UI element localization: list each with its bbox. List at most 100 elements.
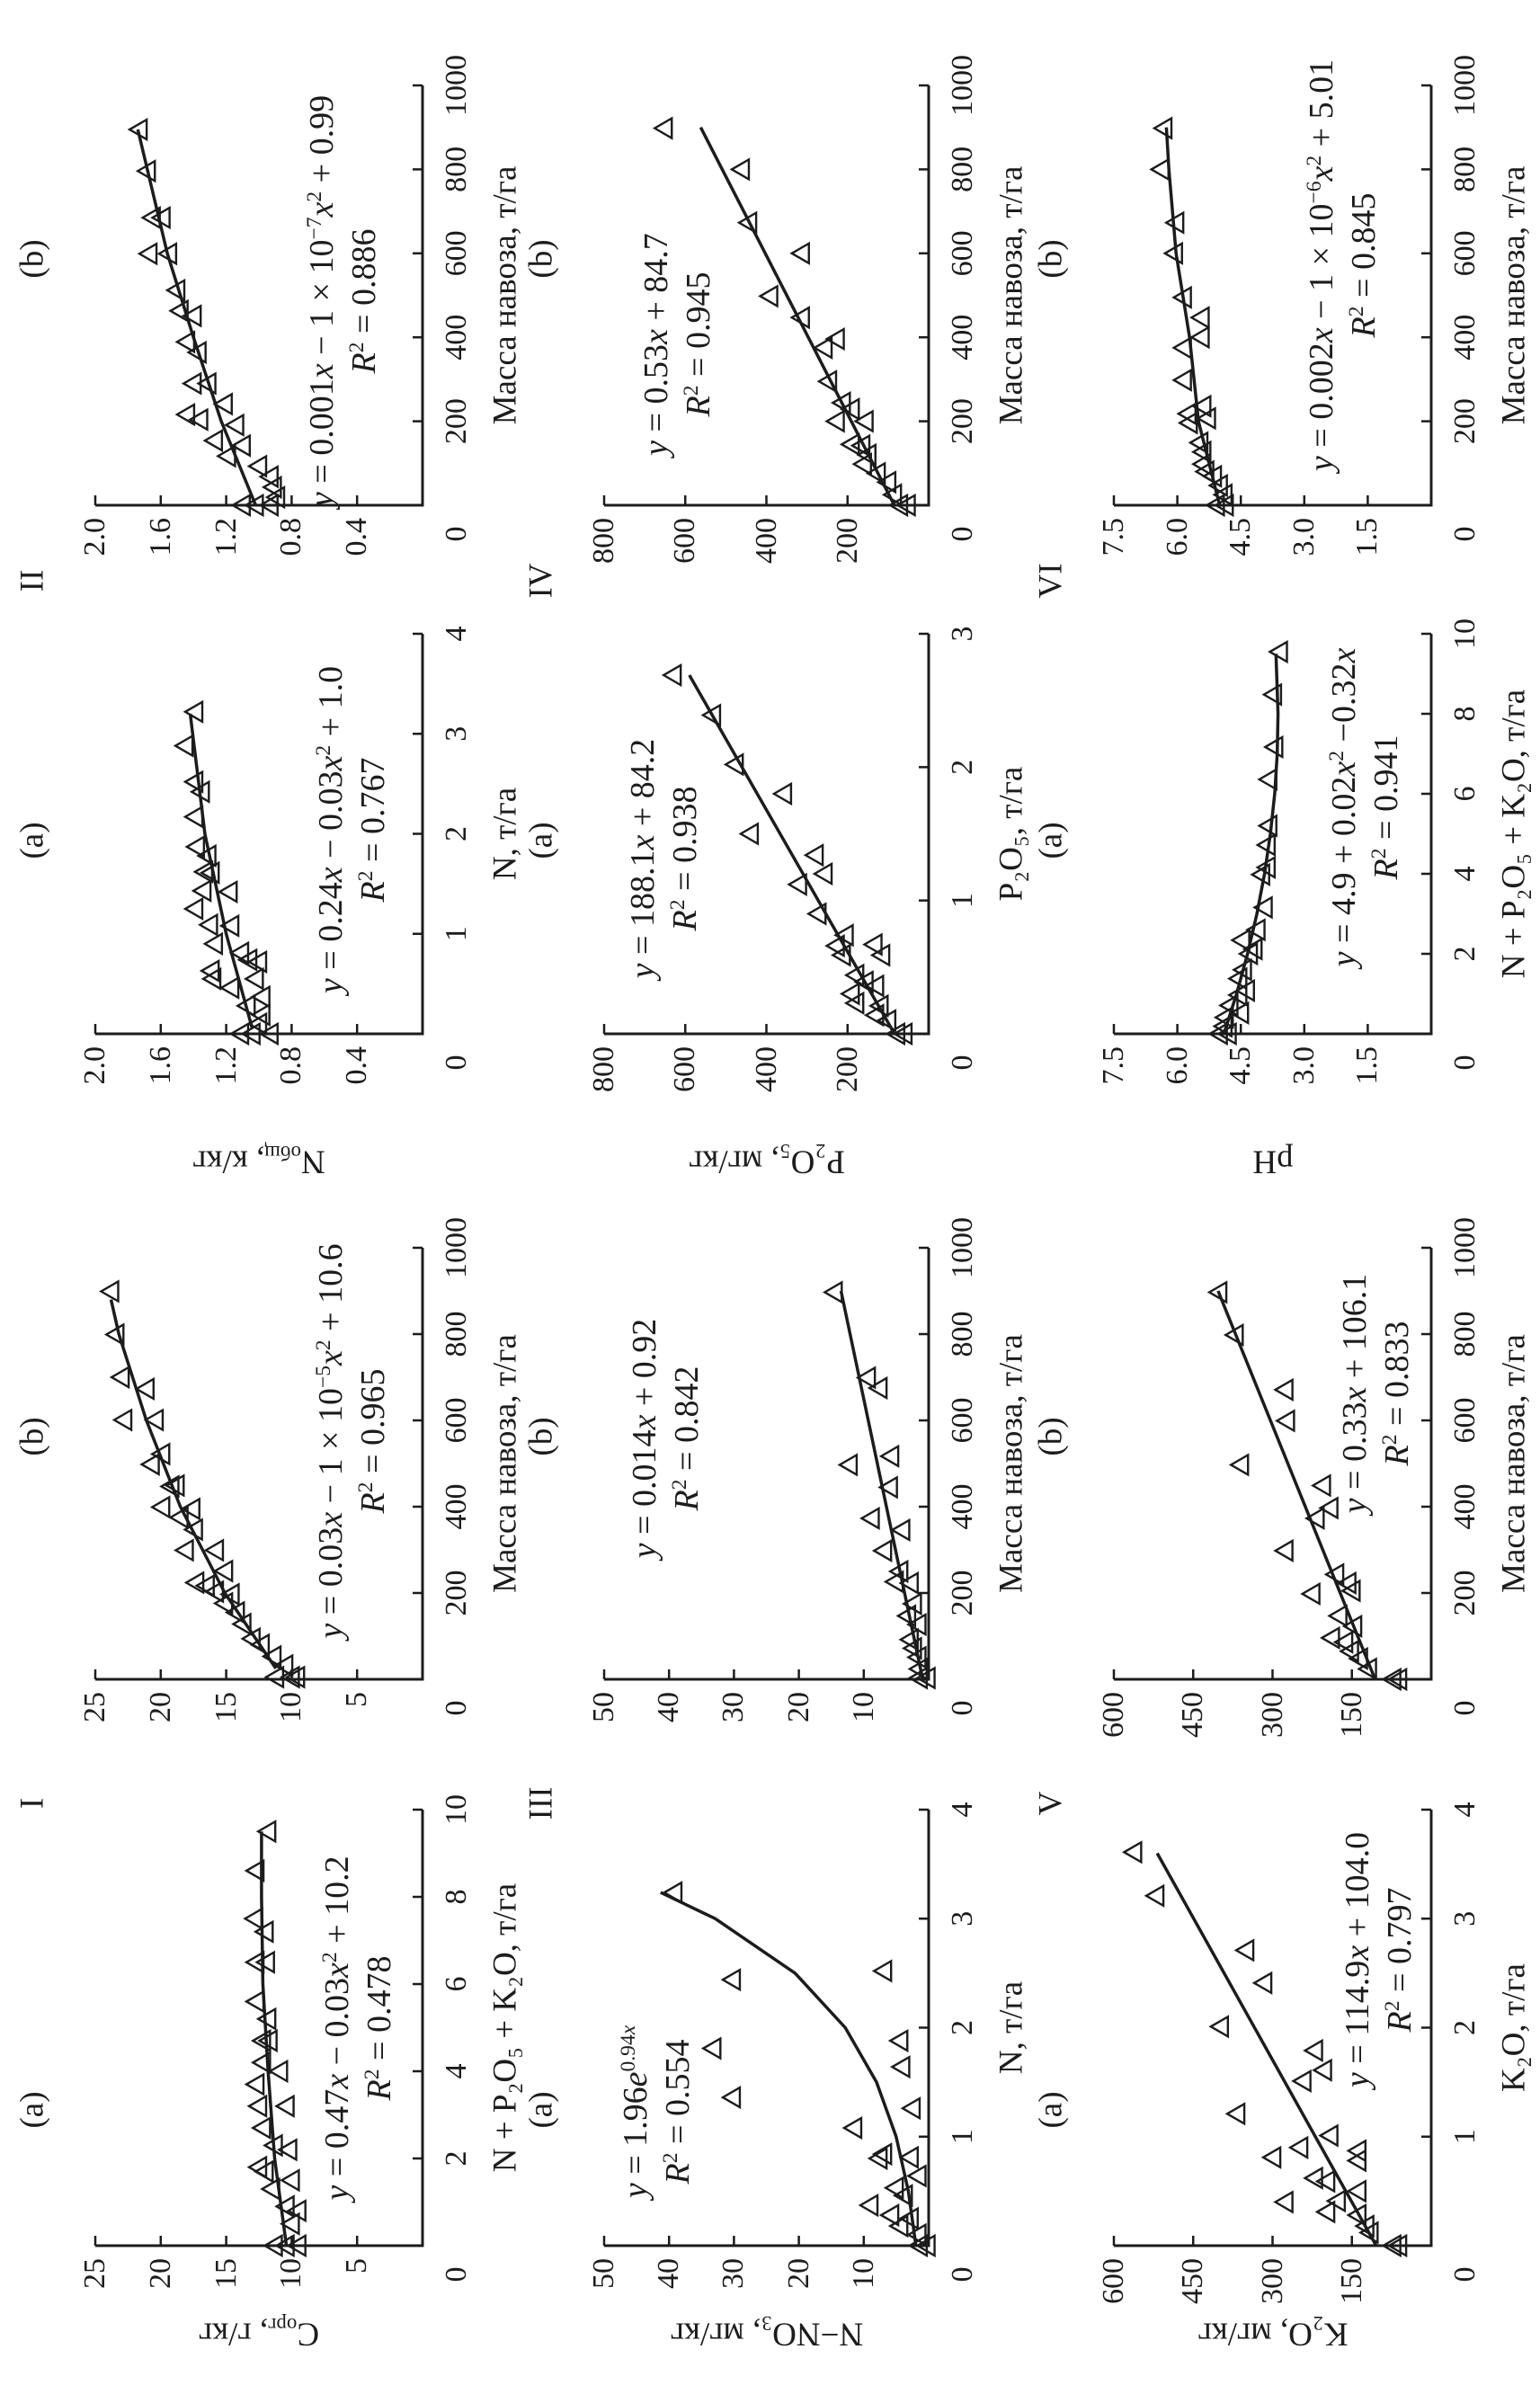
r-squared: R2 = 0.554: [659, 2039, 697, 2185]
data-point: [244, 1950, 265, 1974]
y-tick-label: 20: [781, 1692, 815, 1722]
r-squared: R2 = 0.886: [345, 228, 383, 374]
x-tick-label: 600: [440, 1397, 473, 1444]
y-tick-label: 20: [143, 1692, 177, 1722]
data-point: [246, 949, 268, 974]
r-squared: R2 = 0.797: [1381, 1887, 1419, 2033]
x-axis-title: N + P₂O₅ + K₂O, т/га: [1495, 689, 1533, 979]
data-point: [244, 2072, 265, 2096]
y-tick-label: 5: [340, 1692, 374, 1707]
data-point: [228, 940, 250, 965]
data-point: [863, 974, 885, 998]
y-tick-label: 25: [78, 1692, 111, 1722]
data-point: [111, 1408, 133, 1432]
data-point: [1207, 1021, 1228, 1046]
data-point: [267, 2059, 289, 2084]
x-axis-title: N + P₂O₅ + K₂O, т/га: [486, 1882, 524, 2173]
data-point: [789, 306, 810, 330]
data-point: [824, 409, 845, 433]
x-tick-label: 8: [1448, 706, 1482, 722]
x-tick-label: 1: [946, 2129, 979, 2145]
data-point: [1262, 734, 1284, 760]
data-point: [258, 1021, 279, 1046]
data-point: [199, 860, 220, 885]
data-point: [738, 822, 760, 846]
panel-4: [602, 1808, 936, 2258]
data-point: [200, 966, 222, 991]
data-point: [868, 993, 889, 1018]
data-point: [720, 1968, 742, 1992]
x-tick-label: 8: [440, 1889, 473, 1905]
data-point: [243, 1907, 263, 1931]
r-squared: R2 = 0.938: [666, 786, 704, 931]
data-point: [103, 1322, 125, 1347]
data-point: [700, 2036, 722, 2060]
data-point: [843, 991, 865, 1015]
x-axis-title: Масса навоза, т/га: [486, 165, 524, 425]
data-point: [865, 461, 886, 485]
panel-2: [93, 632, 424, 1046]
x-tick-label: 400: [946, 1483, 979, 1530]
data-point: [887, 493, 909, 518]
r-squared: R2 = 0.945: [680, 271, 717, 417]
data-point: [182, 896, 204, 921]
data-point: [1381, 2233, 1402, 2258]
y-tick-label: 300: [1255, 1692, 1289, 1738]
y-tick-label: 4.5: [1224, 1046, 1258, 1085]
data-point: [652, 116, 673, 140]
data-point: [803, 843, 824, 868]
panel-6: [602, 632, 930, 1046]
data-point: [1314, 2169, 1336, 2194]
data-point: [284, 1665, 306, 1689]
y-tick-label: 150: [1334, 1692, 1368, 1738]
y-tick-label: 400: [749, 518, 783, 564]
data-point: [787, 872, 807, 896]
data-point: [1152, 116, 1173, 140]
x-tick-label: 800: [1448, 146, 1482, 192]
panel-label: (b): [13, 239, 51, 279]
r-squared: R2 = 0.941: [1367, 734, 1405, 880]
data-point: [871, 2142, 893, 2167]
data-point: [231, 1612, 252, 1636]
y-tick-label: 0.8: [274, 518, 308, 556]
axes: [604, 85, 930, 507]
data-point: [218, 913, 240, 938]
fit-curve: [660, 1891, 918, 2247]
origin-label: 0: [440, 1700, 473, 1716]
origin-label: 0: [946, 2266, 979, 2283]
data-point: [216, 444, 236, 468]
data-point: [258, 465, 279, 489]
y-tick-label: 300: [1255, 2258, 1289, 2304]
data-point: [194, 1573, 215, 1597]
data-point: [261, 475, 282, 500]
fit-curve: [699, 126, 896, 506]
y-tick-label: 6.0: [1160, 1046, 1194, 1085]
x-tick-label: 3: [1448, 1910, 1482, 1927]
data-point: [1291, 2069, 1312, 2093]
data-point: [816, 369, 838, 394]
data-point: [1339, 1639, 1359, 1663]
data-point: [182, 699, 204, 724]
data-point: [1189, 325, 1210, 350]
data-point: [280, 2168, 300, 2193]
data-point: [856, 442, 877, 467]
y-tick-label: 150: [1334, 2258, 1368, 2304]
panel-7: [602, 84, 930, 518]
x-axis-title: Масса навоза, т/га: [486, 1334, 524, 1593]
data-point: [863, 1003, 885, 1028]
data-point: [723, 752, 744, 777]
data-point: [159, 1474, 180, 1499]
y-tick-label: 10: [274, 2258, 308, 2289]
data-point: [871, 1959, 893, 1983]
data-point: [202, 429, 224, 453]
data-point: [859, 1506, 880, 1531]
data-point: [182, 770, 204, 794]
y-tick-label: 1.6: [143, 518, 177, 556]
origin-label: 0: [440, 1055, 473, 1071]
data-point: [1190, 440, 1212, 464]
x-tick-label: 3: [440, 725, 473, 742]
data-point: [218, 975, 240, 1000]
x-tick-label: 2: [1448, 2020, 1482, 2035]
data-point: [246, 1011, 268, 1036]
